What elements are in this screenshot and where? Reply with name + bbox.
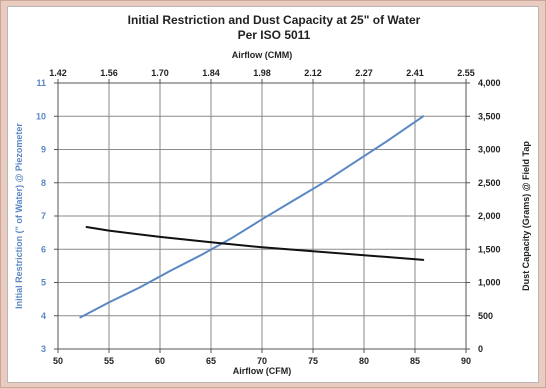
y-tick-label: 11 bbox=[36, 78, 46, 88]
chart-subtitle: Per ISO 5011 bbox=[238, 28, 311, 42]
y2-tick-label: 2,000 bbox=[478, 211, 501, 221]
left-axis-title: Initial Restriction (" of Water) @ Piezo… bbox=[14, 123, 24, 309]
x2-tick-label: 1.42 bbox=[49, 68, 67, 78]
y-tick-label: 8 bbox=[41, 178, 46, 188]
gridlines bbox=[54, 79, 470, 353]
y-tick-label: 5 bbox=[41, 278, 46, 288]
y2-tick-label: 1,500 bbox=[478, 244, 501, 254]
x2-tick-label: 1.56 bbox=[100, 68, 118, 78]
x-tick-label: 75 bbox=[308, 356, 318, 366]
x2-tick-label: 1.70 bbox=[151, 68, 169, 78]
dust-capacity-series-line bbox=[85, 226, 425, 261]
y2-tick-label: 2,500 bbox=[478, 178, 501, 188]
x-tick-label: 65 bbox=[206, 356, 216, 366]
x2-tick-label: 2.55 bbox=[457, 68, 475, 78]
y2-tick-label: 500 bbox=[478, 311, 493, 321]
y-tick-label: 10 bbox=[36, 111, 46, 121]
right-axis-title: Dust Capacity (Grams) @ Field Tap bbox=[521, 141, 531, 291]
x-tick-label: 90 bbox=[461, 356, 471, 366]
x-tick-label: 70 bbox=[257, 356, 267, 366]
y2-tick-label: 1,000 bbox=[478, 278, 501, 288]
chart-title: Initial Restriction and Dust Capacity at… bbox=[128, 13, 421, 27]
y2-tick-label: 0 bbox=[478, 344, 483, 354]
x2-tick-label: 2.41 bbox=[406, 68, 424, 78]
dual-axis-line-chart: Initial Restriction and Dust Capacity at… bbox=[14, 13, 531, 376]
y-tick-label: 7 bbox=[41, 211, 46, 221]
chart-panel: Initial Restriction and Dust Capacity at… bbox=[7, 6, 539, 383]
x2-tick-label: 1.84 bbox=[202, 68, 220, 78]
y2-tick-label: 3,500 bbox=[478, 111, 501, 121]
bottom-axis-title: Airflow (CFM) bbox=[233, 366, 292, 376]
tick-labels: 501.42551.56601.70651.84701.98752.12802.… bbox=[36, 68, 501, 366]
y-tick-label: 6 bbox=[41, 244, 46, 254]
x-tick-label: 50 bbox=[53, 356, 63, 366]
y-tick-label: 4 bbox=[41, 311, 46, 321]
y2-tick-label: 4,000 bbox=[478, 78, 501, 88]
x2-tick-label: 1.98 bbox=[253, 68, 271, 78]
x-tick-label: 80 bbox=[359, 356, 369, 366]
x-tick-label: 60 bbox=[155, 356, 165, 366]
y-tick-label: 3 bbox=[41, 344, 46, 354]
series-lines bbox=[79, 115, 425, 319]
y-tick-label: 9 bbox=[41, 145, 46, 155]
y2-tick-label: 3,000 bbox=[478, 145, 501, 155]
x2-tick-label: 2.27 bbox=[355, 68, 373, 78]
x2-tick-label: 2.12 bbox=[304, 68, 322, 78]
top-axis-title: Airflow (CMM) bbox=[232, 50, 293, 60]
x-tick-label: 85 bbox=[410, 356, 420, 366]
plot-area bbox=[57, 82, 467, 350]
restriction-series-line bbox=[79, 115, 425, 319]
x-tick-label: 55 bbox=[104, 356, 114, 366]
